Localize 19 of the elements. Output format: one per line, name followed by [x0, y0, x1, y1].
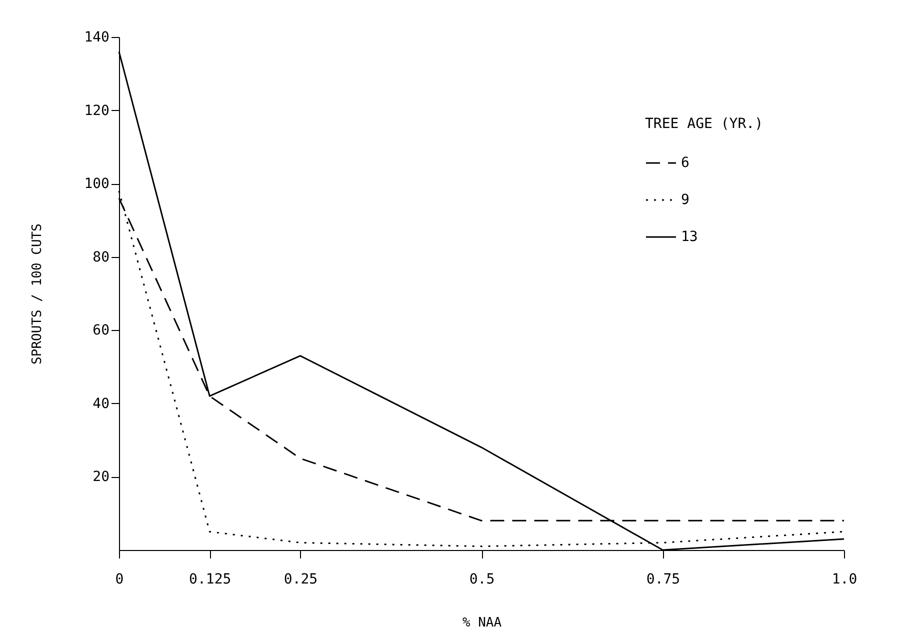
- y-tick-label: 140: [84, 30, 110, 46]
- legend-label: 6: [681, 155, 690, 171]
- y-tick-label: 80: [92, 249, 110, 266]
- y-tick-label: 20: [92, 469, 110, 486]
- y-tick-label: 40: [92, 396, 110, 412]
- legend-title: TREE AGE (YR.): [645, 116, 764, 132]
- y-tick-label: 120: [84, 102, 110, 119]
- x-tick-label: 0.5: [469, 572, 495, 588]
- x-tick-label: 0: [115, 572, 124, 588]
- legend-label: 13: [681, 229, 698, 245]
- legend-label: 9: [681, 192, 690, 208]
- y-axis-title: SPROUTS / 100 CUTS: [30, 224, 46, 364]
- y-tick-label: 100: [84, 176, 110, 192]
- x-tick-label: 0.75: [646, 572, 680, 588]
- x-axis-title: % NAA: [462, 616, 502, 630]
- y-tick-label: 60: [92, 322, 110, 339]
- x-tick-label: 0.125: [189, 572, 232, 588]
- x-tick-label: 0.25: [284, 572, 318, 588]
- x-tick-label: 1.0: [832, 572, 858, 588]
